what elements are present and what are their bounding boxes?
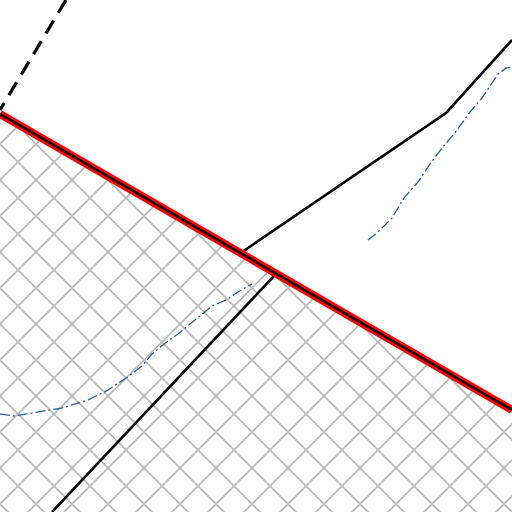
dashed-line [0,0,68,111]
boundary-line-core [0,112,512,412]
hatched-area [0,114,512,512]
contour-line [0,283,253,417]
contour-line [367,66,512,241]
